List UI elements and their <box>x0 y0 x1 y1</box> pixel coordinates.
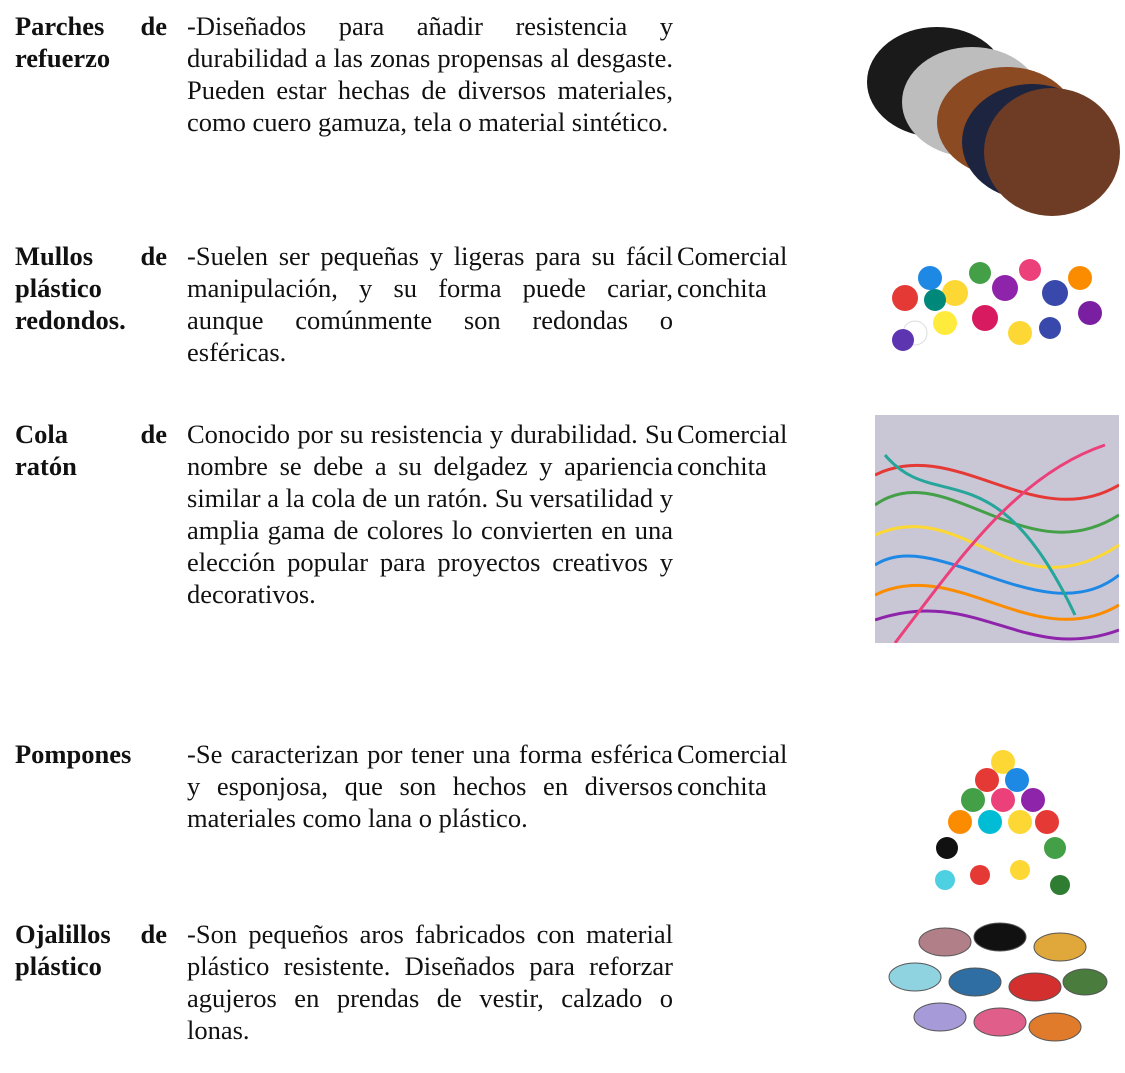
material-description: -Se caracterizan por tener una forma esf… <box>187 739 673 833</box>
material-description: -Suelen ser pequeñas y ligeras para su f… <box>187 241 673 367</box>
material-description: -Diseñados para añadir resistencia y dur… <box>187 11 673 137</box>
beads-image <box>892 259 1102 351</box>
material-name: Pompones <box>15 739 132 769</box>
pompoms-image <box>935 750 1070 895</box>
material-name: Ojalillos de plástico <box>15 919 167 981</box>
material-name: Parches de refuerzo <box>15 11 167 73</box>
material-name: Cola de ratón <box>15 419 167 481</box>
cord-image <box>875 415 1119 643</box>
material-name: Mullos de plástico redondos. <box>15 241 167 335</box>
material-supplier: Comercial conchita <box>677 241 788 303</box>
material-supplier: Comercial conchita <box>677 739 788 801</box>
material-description: -Son pequeños aros fabricados con materi… <box>187 919 673 1045</box>
material-supplier: Comercial conchita <box>677 419 788 481</box>
material-description: Conocido por su resistencia y durabilida… <box>187 419 673 609</box>
eyelets-image <box>888 922 1108 1042</box>
patches-image <box>867 27 1120 216</box>
